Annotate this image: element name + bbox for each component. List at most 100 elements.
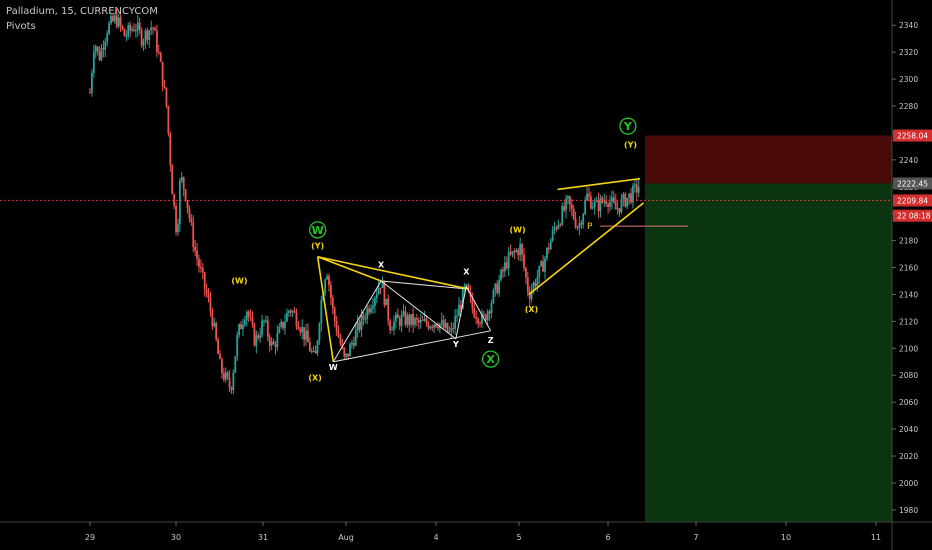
candle-body bbox=[408, 315, 411, 325]
candle-body bbox=[351, 342, 353, 345]
candle-body bbox=[450, 327, 453, 332]
candle-body bbox=[540, 261, 543, 266]
candle-body bbox=[570, 204, 573, 209]
candle-body bbox=[146, 30, 149, 40]
price-tag-bg bbox=[893, 129, 932, 142]
candle-body bbox=[291, 311, 294, 313]
candle-body bbox=[391, 329, 393, 331]
candle-body bbox=[557, 224, 560, 229]
candle-body bbox=[221, 358, 223, 374]
candle-body bbox=[121, 25, 124, 29]
candle-body bbox=[454, 316, 457, 329]
candle-body bbox=[282, 321, 284, 328]
x-tick-label: 4 bbox=[433, 533, 438, 542]
candle-body bbox=[475, 316, 478, 319]
candle-body bbox=[224, 372, 227, 380]
candle-body bbox=[156, 30, 158, 52]
candle-body bbox=[559, 224, 562, 226]
pattern-line bbox=[317, 255, 470, 290]
indicator-label: Pivots bbox=[6, 21, 36, 32]
candle-body bbox=[129, 25, 132, 31]
candle-body bbox=[293, 311, 296, 313]
candle-body bbox=[440, 320, 443, 324]
candle-body bbox=[632, 185, 634, 203]
candle-body bbox=[524, 267, 527, 278]
candle-body bbox=[245, 311, 248, 321]
candle-body bbox=[442, 320, 445, 328]
candle-body bbox=[463, 285, 466, 289]
candle-body bbox=[89, 92, 91, 94]
wave-label: Z bbox=[488, 336, 494, 345]
candle-body bbox=[343, 347, 346, 357]
candle-body bbox=[157, 51, 160, 53]
candle-body bbox=[144, 30, 147, 42]
y-tick-label: 2020 bbox=[899, 452, 918, 461]
candle-body bbox=[316, 340, 319, 354]
candle-body bbox=[205, 288, 208, 295]
candle-body bbox=[448, 331, 451, 333]
candle-body bbox=[287, 310, 290, 313]
candle-body bbox=[150, 27, 153, 31]
candle-body bbox=[192, 222, 195, 248]
candle-body bbox=[528, 292, 531, 300]
candle-body bbox=[431, 326, 434, 328]
candle-body bbox=[284, 321, 286, 328]
candle-body bbox=[482, 313, 485, 315]
candle-body bbox=[232, 372, 235, 391]
wave-label: X bbox=[378, 261, 385, 270]
candle-body bbox=[630, 193, 632, 203]
candle-body bbox=[412, 314, 414, 325]
candle-body bbox=[318, 324, 321, 341]
candle-body bbox=[517, 250, 520, 256]
pattern-line bbox=[317, 256, 382, 282]
candle-body bbox=[177, 224, 179, 233]
candle-body bbox=[308, 342, 311, 352]
candle-body bbox=[366, 308, 369, 320]
stop-loss-zone bbox=[645, 135, 892, 184]
candle-body bbox=[199, 266, 202, 269]
x-tick-label: 7 bbox=[693, 533, 698, 542]
candle-body bbox=[234, 356, 237, 373]
wave-circle-label: Y bbox=[623, 120, 633, 133]
candle-body bbox=[335, 321, 338, 333]
candle-body bbox=[222, 373, 225, 380]
candle-body bbox=[389, 320, 392, 331]
candle-body bbox=[423, 318, 426, 321]
candle-body bbox=[219, 354, 221, 359]
candle-body bbox=[211, 310, 214, 327]
candle-body bbox=[215, 322, 218, 340]
price-tag: 2258.04 bbox=[897, 132, 928, 141]
candle-body bbox=[165, 87, 168, 107]
candle-body bbox=[586, 193, 588, 201]
candle-body bbox=[368, 308, 371, 313]
candle-body bbox=[326, 276, 328, 280]
candle-body bbox=[561, 206, 564, 225]
candle-body bbox=[597, 200, 600, 212]
candle-body bbox=[127, 25, 130, 36]
candle-body bbox=[201, 268, 204, 273]
x-tick-label: 31 bbox=[258, 533, 268, 542]
candle-body bbox=[354, 330, 357, 346]
candle-body bbox=[142, 41, 145, 46]
candle-body bbox=[452, 327, 455, 329]
candle-body bbox=[477, 318, 479, 324]
candle-body bbox=[207, 294, 210, 299]
candle-body bbox=[633, 184, 636, 186]
candle-body bbox=[505, 262, 508, 269]
candle-body bbox=[515, 250, 518, 252]
candle-body bbox=[473, 308, 476, 317]
candle-body bbox=[104, 41, 107, 50]
candle-body bbox=[270, 341, 273, 346]
candle-body bbox=[526, 277, 529, 293]
y-tick-label: 2000 bbox=[899, 479, 918, 488]
price-tag: 2222.45 bbox=[897, 179, 928, 188]
candle-body bbox=[511, 251, 514, 255]
candle-body bbox=[410, 314, 413, 325]
candle-body bbox=[96, 46, 99, 52]
candle-body bbox=[328, 276, 330, 285]
candle-body bbox=[519, 243, 522, 256]
candle-body bbox=[198, 258, 200, 267]
candle-body bbox=[190, 218, 193, 223]
candle-body bbox=[496, 283, 499, 294]
